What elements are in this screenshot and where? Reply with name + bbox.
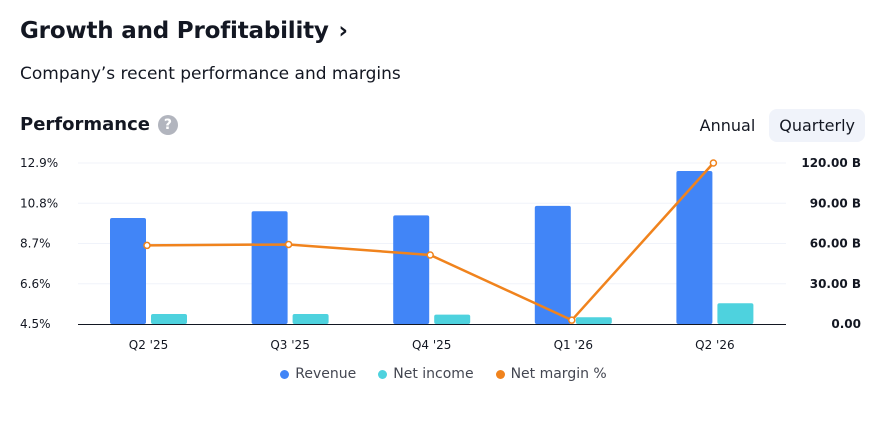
performance-heading: Performance ? xyxy=(20,114,178,135)
net-margin-line xyxy=(146,162,715,322)
legend-item-net-margin[interactable]: Net margin % xyxy=(495,366,607,382)
annual-button[interactable]: Annual xyxy=(690,109,766,142)
net-margin-dot-icon xyxy=(495,369,505,379)
section-subtitle: Company’s recent performance and margins xyxy=(20,64,401,84)
net-margin-point xyxy=(284,240,293,249)
performance-chart: 12.9% 120.00 B 10.8% 90.00 B 8.7% 60.00 B 6.6%… xyxy=(20,156,861,352)
period-toggle: Annual Quarterly xyxy=(690,109,865,142)
legend-label-revenue: Revenue xyxy=(295,366,357,382)
y-left-tick-label: 12.9% xyxy=(20,156,58,170)
section-title[interactable]: Growth and Profitability › xyxy=(20,18,348,44)
legend-item-revenue[interactable]: Revenue xyxy=(280,366,356,382)
net-income-bar xyxy=(717,303,754,324)
net-margin-point xyxy=(426,251,434,259)
y-right-tick-label: 30.00 B xyxy=(810,277,861,291)
y-left-tick-label: 6.6% xyxy=(20,277,51,291)
net-income-bar xyxy=(575,317,612,324)
y-right-tick-label: 120.00 B xyxy=(801,156,861,170)
revenue-dot-icon xyxy=(280,369,290,379)
legend-label-net-income: Net income xyxy=(393,366,474,382)
performance-title: Performance xyxy=(20,114,150,135)
section-title-text[interactable]: Growth and Profitability xyxy=(20,18,329,44)
revenue-bar xyxy=(110,218,146,324)
net-income-bar xyxy=(434,314,471,324)
legend-item-net-income[interactable]: Net income xyxy=(378,366,474,382)
y-left-tick-label: 8.7% xyxy=(20,237,51,251)
legend-label-net-margin: Net margin % xyxy=(510,366,607,382)
chevron-right-icon[interactable]: › xyxy=(338,18,348,44)
net-income-bar xyxy=(292,313,329,324)
y-right-tick-label: 0.00 xyxy=(831,317,861,331)
net-income-bar xyxy=(151,313,187,324)
quarterly-button[interactable]: Quarterly xyxy=(769,109,865,142)
revenue-bar xyxy=(393,215,430,324)
revenue-bar xyxy=(251,211,288,324)
help-icon[interactable]: ? xyxy=(157,114,178,135)
net-income-dot-icon xyxy=(378,369,388,379)
y-left-tick-label: 10.8% xyxy=(20,196,58,210)
x-tick-label: Q1 '26 xyxy=(554,338,593,352)
net-margin-point xyxy=(709,159,718,167)
y-right-tick-label: 90.00 B xyxy=(810,196,861,210)
net-margin-point xyxy=(568,316,576,324)
x-tick-label: Q2 '25 xyxy=(129,338,168,352)
revenue-bar xyxy=(534,205,571,324)
revenue-bar xyxy=(676,171,713,324)
y-left-tick-label: 4.5% xyxy=(20,317,51,331)
x-tick-label: Q4 '25 xyxy=(412,338,451,352)
x-tick-label: Q2 '26 xyxy=(695,338,734,352)
y-right-tick-label: 60.00 B xyxy=(810,237,861,251)
net-margin-point xyxy=(143,241,151,250)
x-tick-label: Q3 '25 xyxy=(270,338,309,352)
chart-legend: Revenue Net income Net margin % xyxy=(0,366,887,382)
